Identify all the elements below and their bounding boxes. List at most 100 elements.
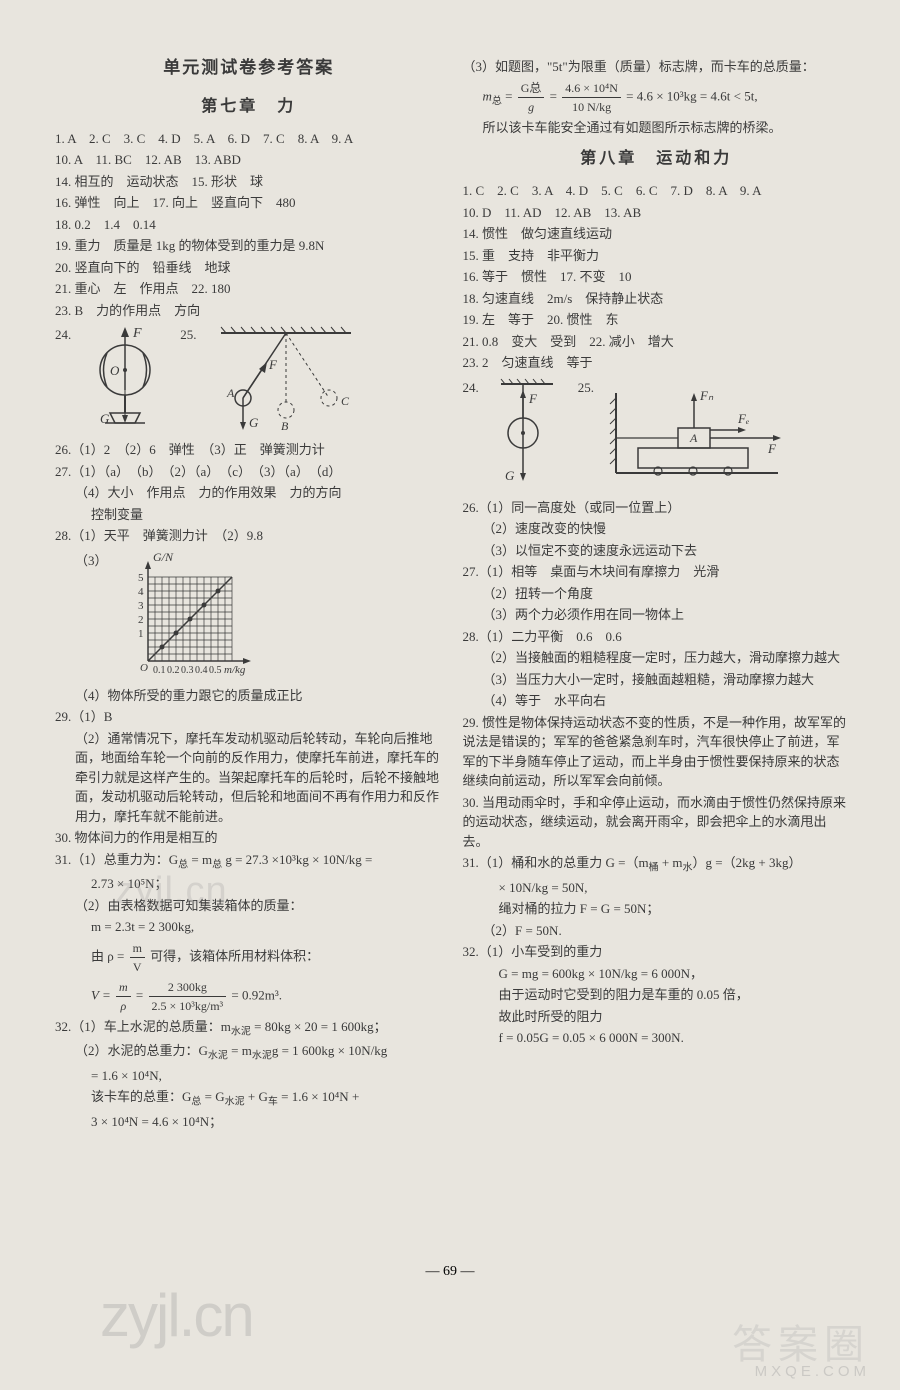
answer-line: 21. 重心 左 作用点 22. 180 xyxy=(55,279,443,299)
svg-text:G: G xyxy=(505,468,515,483)
answer-line: 控制变量 xyxy=(55,505,443,525)
answer-line: 18. 匀速直线 2m/s 保持静止状态 xyxy=(463,289,851,309)
answer-line: 30. 物体间力的作用是相互的 xyxy=(55,828,443,848)
svg-text:3: 3 xyxy=(138,600,144,612)
main-title: 单元测试卷参考答案 xyxy=(55,55,443,81)
graph-gn-vs-mkg: G/N 5 xyxy=(118,551,258,681)
figure-row-7-24-25: 24. F O G 25. xyxy=(55,325,443,435)
answer-line: m = 2.3t = 2 300kg, xyxy=(55,917,443,937)
answer-line: （4）大小 作用点 力的作用效果 力的方向 xyxy=(55,483,443,503)
answer-line: m总 = G总g = 4.6 × 10⁴N10 N/kg = 4.6 × 10³… xyxy=(463,79,851,116)
answer-line: 10. A 11. BC 12. AB 13. ABD xyxy=(55,150,443,170)
answer-line: 32.（1）小车受到的重力 xyxy=(463,942,851,962)
answer-line: 27.（1）（a） （b） （2）（a） （c） （3）（a） （d） xyxy=(55,462,443,482)
answer-line: 绳对桶的拉力 F = G = 50N； xyxy=(463,899,851,919)
answer-line: （4）等于 水平向右 xyxy=(463,691,851,711)
answer-line: V = mρ = 2 300kg2.5 × 10³kg/m³ = 0.92m³. xyxy=(55,978,443,1015)
fig28-label: （3） xyxy=(55,551,108,571)
answer-line: 23. 2 匀速直线 等于 xyxy=(463,353,851,373)
svg-text:A: A xyxy=(226,386,235,400)
answer-line: （3）如题图，"5t"为限重（质量）标志牌，而卡车的总质量： xyxy=(463,57,851,77)
answer-line: G = mg = 600kg × 10N/kg = 6 000N， xyxy=(463,964,851,984)
answer-line: 32.（1）车上水泥的总质量：m水泥 = 80kg × 20 = 1 600kg… xyxy=(55,1017,443,1040)
answer-line: 26.（1）同一高度处（或同一位置上） xyxy=(463,498,851,518)
answer-line: 10. D 11. AD 12. AB 13. AB xyxy=(463,203,851,223)
figure-8-25: A F Fₙ Fₑ xyxy=(608,378,788,493)
figure-24-globe: F O G xyxy=(85,325,170,435)
svg-text:F: F xyxy=(268,357,278,372)
answer-line: 29.（1）B xyxy=(55,707,443,727)
answer-line: （2）速度改变的快慢 xyxy=(463,519,851,539)
svg-text:2: 2 xyxy=(138,614,144,626)
svg-text:0.2: 0.2 xyxy=(167,665,180,676)
svg-text:O: O xyxy=(140,662,148,674)
answer-line: （2）扭转一个角度 xyxy=(463,584,851,604)
svg-text:G/N: G/N xyxy=(153,551,174,564)
figure-row-8-24-25: 24. F G 25. xyxy=(463,378,851,493)
svg-text:G: G xyxy=(249,415,259,430)
answer-line: 21. 0.8 变大 受到 22. 减小 增大 xyxy=(463,332,851,352)
svg-text:O: O xyxy=(110,363,120,378)
answer-line: 2.73 × 10⁵N； xyxy=(55,874,443,894)
fig24-label: 24. xyxy=(55,325,71,345)
watermark-daan: 答案圈 xyxy=(732,1312,870,1370)
answer-line: 28.（1）天平 弹簧测力计 （2）9.8 xyxy=(55,526,443,546)
answer-line: 19. 重力 质量是 1kg 的物体受到的重力是 9.8N xyxy=(55,236,443,256)
svg-text:m/kg: m/kg xyxy=(224,664,246,676)
answer-line: 1. C 2. C 3. A 4. D 5. C 6. C 7. D 8. A … xyxy=(463,181,851,201)
answer-line: （2）F = 50N. xyxy=(463,921,851,941)
answer-line: 29. 惯性是物体保持运动状态不变的性质，不是一种作用，故军军的说法是错误的；军… xyxy=(463,713,851,791)
answer-line: 23. B 力的作用点 方向 xyxy=(55,301,443,321)
answer-line: 16. 等于 惯性 17. 不变 10 xyxy=(463,267,851,287)
page-number: — 69 — xyxy=(0,1264,900,1280)
answer-line: 该卡车的总重：G总 = G水泥 + G车 = 1.6 × 10⁴N + xyxy=(55,1087,443,1110)
answer-line: （3）当压力大小一定时，接触面越粗糙，滑动摩擦力越大 xyxy=(463,670,851,690)
svg-text:0.3: 0.3 xyxy=(181,665,194,676)
figure-25-pendulum: F G A B C xyxy=(211,325,361,435)
watermark-zyjl: zyjl.cn xyxy=(100,1281,253,1350)
answer-line: （2）水泥的总重力：G水泥 = m水泥g = 1 600kg × 10N/kg xyxy=(55,1041,443,1064)
chapter7-title: 第七章 力 xyxy=(55,95,443,119)
answer-line: 16. 弹性 向上 17. 向上 竖直向下 480 xyxy=(55,193,443,213)
svg-text:A: A xyxy=(689,431,698,445)
svg-text:C: C xyxy=(341,394,350,408)
answer-line: 28.（1）二力平衡 0.6 0.6 xyxy=(463,627,851,647)
answer-line: 26.（1）2 （2）6 弹性 （3）正 弹簧测力计 xyxy=(55,440,443,460)
fig24-label-8: 24. xyxy=(463,378,479,398)
svg-text:4: 4 xyxy=(138,586,144,598)
svg-text:0.4: 0.4 xyxy=(195,665,208,676)
answer-line: 故此时所受的阻力 xyxy=(463,1007,851,1027)
fig25-label: 25. xyxy=(180,325,196,345)
watermark-mxqe: MXQE.COM xyxy=(755,1363,870,1380)
svg-text:F: F xyxy=(528,391,538,406)
answer-line: （3）以恒定不变的速度永远运动下去 xyxy=(463,541,851,561)
answer-line: 3 × 10⁴N = 4.6 × 10⁴N； xyxy=(55,1112,443,1132)
right-column: （3）如题图，"5t"为限重（质量）标志牌，而卡车的总质量： m总 = G总g … xyxy=(463,55,851,1133)
answer-line: 1. A 2. C 3. C 4. D 5. A 6. D 7. C 8. A … xyxy=(55,129,443,149)
figure-8-24: F G xyxy=(493,378,568,493)
answer-line: f = 0.05G = 0.05 × 6 000N = 300N. xyxy=(463,1028,851,1048)
graph-row: （3） G/N xyxy=(55,551,443,681)
answer-line: （2）通常情况下，摩托车发动机驱动后轮转动，车轮向后推地面，地面给车轮一个向前的… xyxy=(55,729,443,827)
answer-line: 19. 左 等于 20. 惯性 东 xyxy=(463,310,851,330)
fig25-label-8: 25. xyxy=(578,378,594,398)
chapter8-title: 第八章 运动和力 xyxy=(463,147,851,171)
watermark-zyjl-mid: zyjl.cn xyxy=(115,870,228,913)
svg-text:G: G xyxy=(100,411,110,426)
answer-line: 27.（1）相等 桌面与木块间有摩擦力 光滑 xyxy=(463,562,851,582)
answer-line: （2）由表格数据可知集装箱体的质量： xyxy=(55,896,443,916)
answer-line: 15. 重 支持 非平衡力 xyxy=(463,246,851,266)
svg-text:F: F xyxy=(767,441,777,456)
svg-text:5: 5 xyxy=(138,572,144,584)
answer-line: 所以该卡车能安全通过有如题图所示标志牌的桥梁。 xyxy=(463,118,851,138)
left-column: 单元测试卷参考答案 第七章 力 1. A 2. C 3. C 4. D 5. A… xyxy=(55,55,443,1133)
answer-line: 由于运动时它受到的阻力是车重的 0.05 倍， xyxy=(463,985,851,1005)
answer-line: 30. 当甩动雨伞时，手和伞停止运动，而水滴由于惯性仍然保持原来的运动状态，继续… xyxy=(463,793,851,852)
answer-line: 14. 相互的 运动状态 15. 形状 球 xyxy=(55,172,443,192)
answer-line: × 10N/kg = 50N, xyxy=(463,878,851,898)
svg-text:B: B xyxy=(281,419,289,433)
svg-text:0.5: 0.5 xyxy=(209,665,222,676)
svg-text:1: 1 xyxy=(138,628,144,640)
svg-text:0.1: 0.1 xyxy=(153,665,166,676)
answer-line: （4）物体所受的重力跟它的质量成正比 xyxy=(55,686,443,706)
